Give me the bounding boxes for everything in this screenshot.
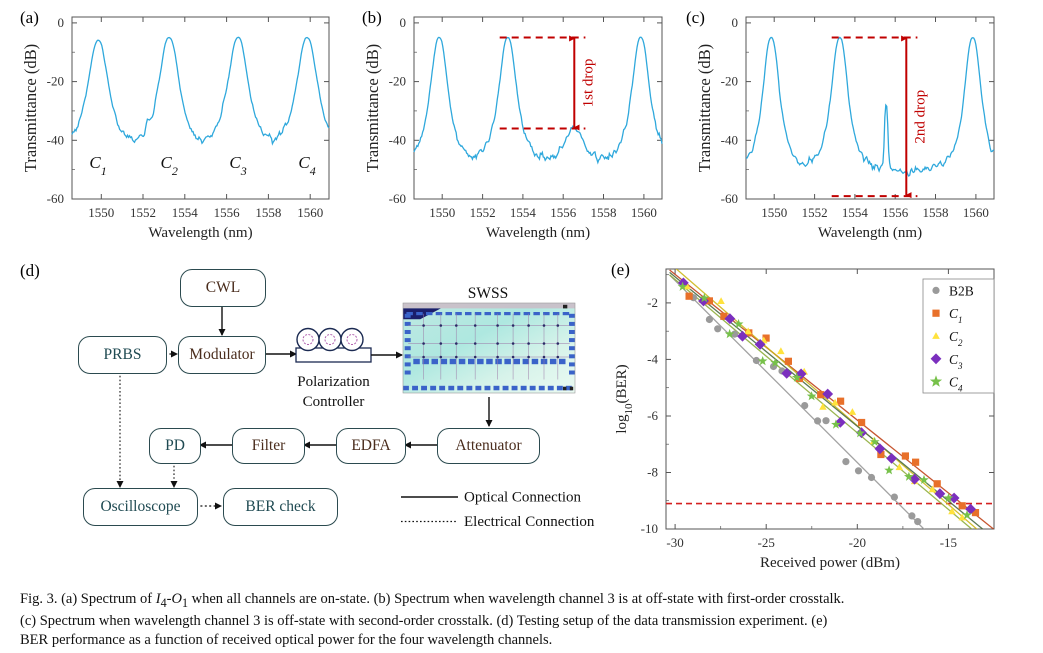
svg-text:-10: -10 (641, 521, 658, 536)
svg-text:1560: 1560 (631, 205, 657, 220)
svg-text:-60: -60 (721, 191, 738, 206)
svg-text:log10(BER): log10(BER) (614, 364, 635, 433)
svg-text:1552: 1552 (470, 205, 496, 220)
svg-text:Transmittance (dB): Transmittance (dB) (695, 44, 714, 172)
svg-text:-60: -60 (47, 191, 64, 206)
svg-text:C3: C3 (229, 153, 246, 178)
svg-text:1560: 1560 (297, 205, 323, 220)
svg-text:C1: C1 (89, 153, 106, 178)
svg-text:1556: 1556 (550, 205, 577, 220)
svg-text:1554: 1554 (172, 205, 199, 220)
svg-text:Transmittance (dB): Transmittance (dB) (363, 44, 382, 172)
svg-text:1550: 1550 (761, 205, 787, 220)
svg-text:1558: 1558 (923, 205, 949, 220)
svg-text:-20: -20 (47, 74, 64, 89)
svg-text:Wavelength (nm): Wavelength (nm) (486, 225, 590, 241)
svg-text:1560: 1560 (963, 205, 989, 220)
svg-text:-15: -15 (940, 535, 957, 550)
svg-text:-2: -2 (647, 295, 658, 310)
svg-text:1550: 1550 (429, 205, 455, 220)
svg-text:-6: -6 (647, 408, 658, 423)
svg-text:-40: -40 (389, 132, 406, 147)
svg-text:Wavelength (nm): Wavelength (nm) (818, 225, 922, 241)
svg-text:C4: C4 (298, 153, 315, 178)
svg-text:1st drop: 1st drop (580, 59, 596, 108)
svg-text:(a): (a) (20, 8, 39, 27)
svg-text:-20: -20 (389, 74, 406, 89)
svg-text:1552: 1552 (130, 205, 156, 220)
svg-text:Controller: Controller (303, 394, 365, 410)
svg-text:-4: -4 (647, 351, 658, 366)
svg-text:0: 0 (58, 15, 65, 30)
svg-text:2nd drop: 2nd drop (912, 90, 928, 144)
svg-text:(c): (c) (686, 8, 705, 27)
svg-text:-20: -20 (849, 535, 866, 550)
svg-text:1558: 1558 (591, 205, 617, 220)
svg-text:1556: 1556 (882, 205, 909, 220)
svg-text:-40: -40 (721, 132, 738, 147)
svg-text:1552: 1552 (802, 205, 828, 220)
svg-text:-40: -40 (47, 132, 64, 147)
svg-text:0: 0 (400, 15, 407, 30)
svg-text:-20: -20 (721, 74, 738, 89)
svg-text:-8: -8 (647, 465, 658, 480)
svg-text:(e): (e) (611, 260, 630, 279)
svg-text:SWSS: SWSS (468, 285, 509, 302)
svg-text:C2: C2 (161, 153, 178, 178)
svg-text:Optical Connection: Optical Connection (464, 490, 582, 506)
svg-text:1558: 1558 (255, 205, 281, 220)
svg-text:Transmittance (dB): Transmittance (dB) (21, 44, 40, 172)
svg-text:(b): (b) (362, 8, 382, 27)
svg-text:0: 0 (732, 15, 739, 30)
svg-text:1550: 1550 (88, 205, 114, 220)
svg-text:(d): (d) (20, 261, 40, 280)
svg-text:-30: -30 (666, 535, 683, 550)
svg-text:1554: 1554 (510, 205, 537, 220)
svg-text:1556: 1556 (214, 205, 241, 220)
svg-text:Wavelength (nm): Wavelength (nm) (148, 225, 252, 241)
svg-text:-25: -25 (758, 535, 775, 550)
svg-text:B2B: B2B (949, 283, 974, 298)
svg-text:Electrical Connection: Electrical Connection (464, 514, 595, 530)
svg-text:1554: 1554 (842, 205, 869, 220)
svg-text:Polarization: Polarization (297, 374, 370, 390)
svg-text:Received power (dBm): Received power (dBm) (760, 555, 900, 571)
svg-text:-60: -60 (389, 191, 406, 206)
